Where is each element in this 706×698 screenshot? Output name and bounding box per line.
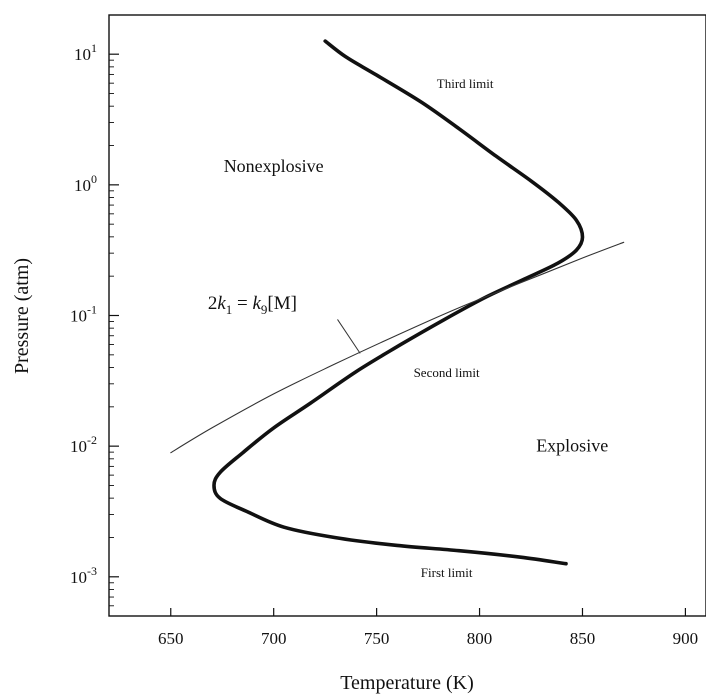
y-tick-label--1: 10-1 [70,303,97,326]
annotation-first-limit: First limit [421,565,473,580]
x-tick-label-700: 700 [261,629,287,648]
y-tick-label-0: 100 [74,172,97,195]
annotation-third-limit: Third limit [437,76,494,91]
x-tick-label-850: 850 [570,629,596,648]
x-tick-label-900: 900 [673,629,699,648]
x-tick-label-750: 750 [364,629,390,648]
x-tick-label-800: 800 [467,629,493,648]
equation-label: 2k1 = k9[M] [208,293,297,317]
y-axis-ticks: 101 100 10-1 10-2 10-3 [70,41,119,587]
annotation-second-limit: Second limit [414,365,480,380]
equation-leader-line [337,319,361,354]
annotation-layer: Third limit Nonexplosive Second limit Explo… [208,76,608,580]
series-explosion-limit-curve [212,39,585,566]
annotation-nonexplosive: Nonexplosive [224,156,324,176]
x-tick-label-650: 650 [158,629,184,648]
x-axis-label: Temperature (K) [340,672,474,694]
plot-frame [108,14,706,617]
series-rate-equality-line [170,241,625,454]
x-axis-ticks: 650 700 750 800 850 900 [158,608,698,648]
series-layer [170,39,625,566]
y-axis-label: Pressure (atm) [11,258,33,374]
y-tick-label--3: 10-3 [70,564,97,587]
y-tick-label-1: 101 [74,41,97,64]
annotation-explosive: Explosive [536,435,608,455]
y-tick-label--2: 10-2 [70,433,97,456]
y-minor-ticks [109,59,114,607]
